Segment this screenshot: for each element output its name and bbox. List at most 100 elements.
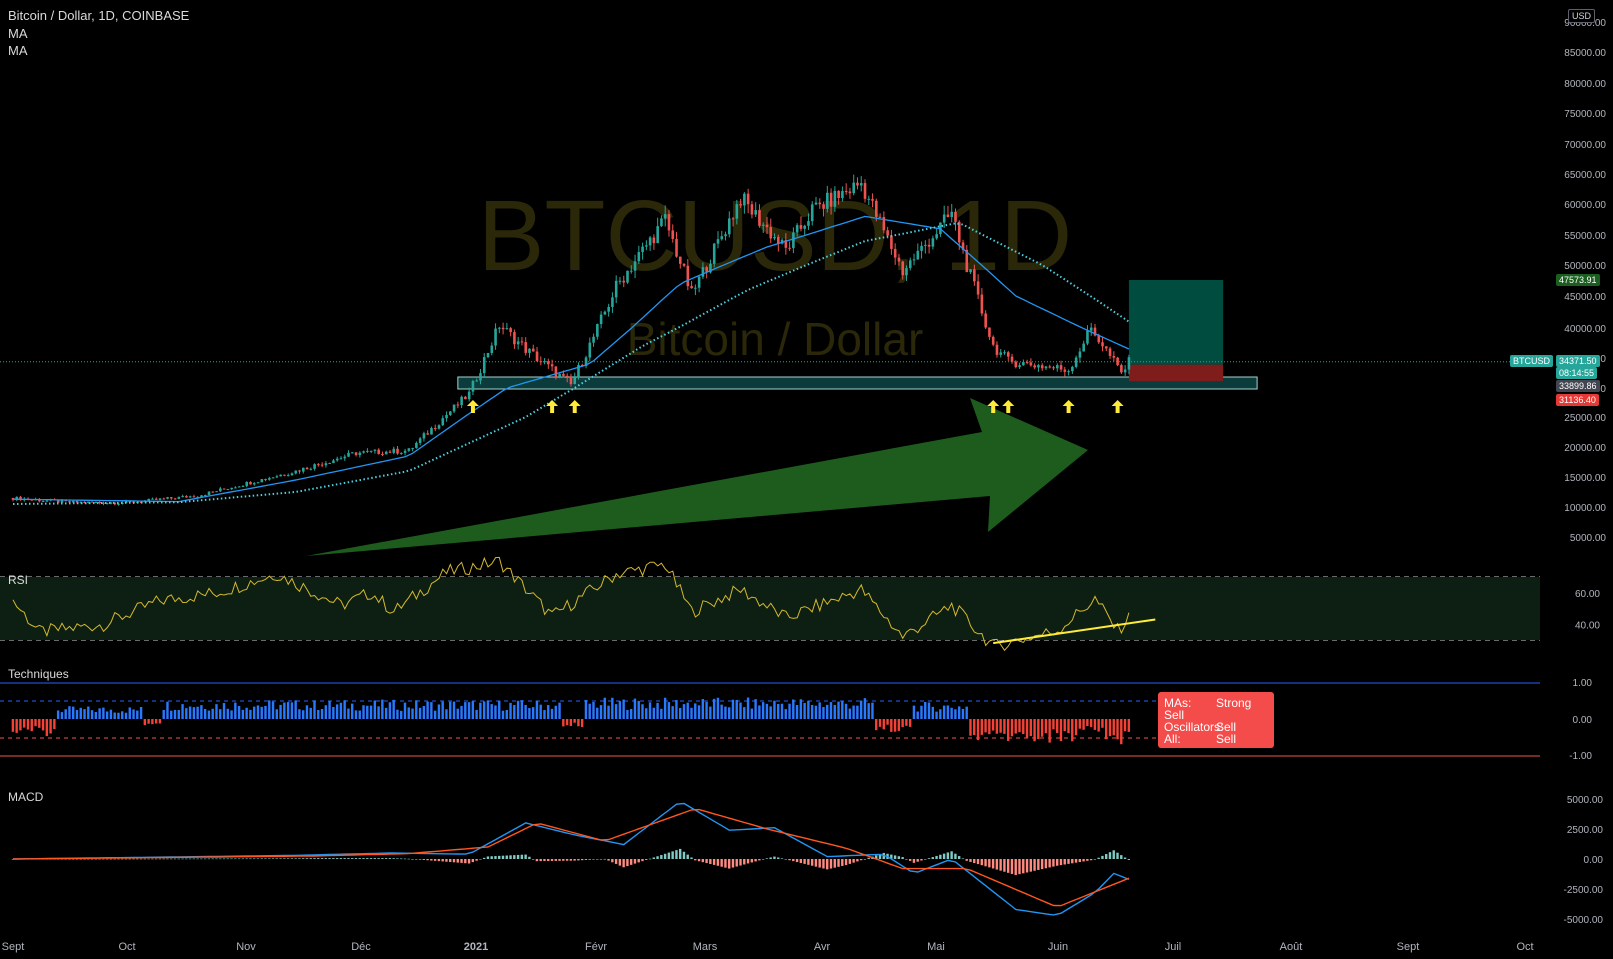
tech-bar	[45, 719, 49, 737]
tech-bar	[373, 700, 377, 719]
macd-hist-bar	[859, 859, 863, 861]
macd-hist-bar	[875, 855, 878, 859]
macd-hist-bar	[588, 859, 591, 860]
entry-price-tag: 33899.86	[1556, 380, 1600, 392]
candle-body	[430, 428, 433, 435]
macd-hist-bar	[931, 857, 934, 859]
watermark-name: Bitcoin / Dollar	[627, 313, 924, 365]
rsi-tick-label: 60.00	[1575, 589, 1600, 600]
tech-bar	[237, 706, 241, 719]
macd-hist-bar	[973, 859, 976, 863]
candle-body	[957, 221, 961, 243]
candle-body	[682, 263, 686, 266]
macd-hist-bar	[317, 858, 320, 859]
candle-body	[565, 375, 569, 379]
ma-fast-line	[12, 215, 1130, 503]
candle-body	[807, 221, 810, 226]
tech-bar	[351, 703, 354, 719]
candle-body	[569, 378, 573, 385]
candle-body	[366, 450, 369, 452]
ma-fast-legend[interactable]: MA	[8, 26, 28, 41]
macd-hist-bar	[158, 858, 162, 860]
candle-body	[803, 225, 806, 229]
macd-hist-bar	[988, 859, 991, 868]
candle-body	[234, 487, 237, 489]
macd-hist-bar	[98, 858, 101, 860]
rsi-pane-label: RSI	[8, 573, 29, 587]
candle-body	[980, 294, 984, 314]
macd-hist-bar	[275, 858, 278, 860]
candle-body	[411, 447, 414, 449]
candle-body	[396, 448, 399, 454]
macd-hist-bar	[1108, 852, 1112, 859]
tech-bar	[897, 719, 901, 731]
candle-body	[339, 458, 343, 460]
tech-bar	[392, 699, 395, 719]
candle-body	[19, 496, 22, 501]
price-tick-label: 10000.00	[1564, 503, 1606, 514]
candle-body	[754, 210, 757, 215]
candle-body	[56, 500, 60, 503]
candle-body	[833, 190, 837, 207]
candle-body	[415, 442, 418, 448]
macd-hist-bar	[1025, 859, 1029, 873]
macd-hist-bar	[814, 859, 818, 867]
macd-hist-bar	[777, 857, 780, 859]
macd-hist-bar	[482, 857, 486, 859]
macd-hist-bar	[381, 858, 384, 859]
tech-bar	[23, 719, 26, 728]
macd-hist-bar	[603, 858, 606, 860]
macd-hist-bar	[90, 858, 94, 860]
target-price-tag: 47573.91	[1556, 274, 1600, 286]
macd-hist-bar	[788, 859, 791, 861]
tech-bar	[1059, 719, 1063, 742]
ma-slow-legend[interactable]: MA	[8, 43, 28, 58]
macd-hist-bar	[1074, 859, 1078, 863]
macd-hist-bar	[1086, 859, 1089, 861]
tech-bar	[1014, 719, 1017, 734]
candle-body	[652, 237, 656, 244]
tech-bar	[170, 710, 173, 719]
tech-bar	[207, 710, 211, 719]
candle-body	[988, 327, 991, 337]
bar-countdown-tag: 08:14:55	[1556, 367, 1598, 379]
macd-hist-bar	[712, 859, 716, 865]
candle-body	[547, 361, 550, 365]
candle-body	[1044, 366, 1048, 369]
tech-bar	[524, 704, 527, 719]
macd-hist-bar	[810, 859, 814, 866]
candle-body	[60, 500, 64, 503]
macd-hist-bar	[984, 859, 987, 867]
macd-hist-bar	[426, 859, 429, 861]
macd-hist-bar	[132, 858, 135, 860]
macd-hist-bar	[279, 858, 282, 860]
tech-bar	[1127, 719, 1131, 732]
candle-body	[400, 452, 403, 454]
currency-badge[interactable]: USD	[1568, 9, 1596, 23]
candle-body	[614, 280, 618, 298]
tech-bar	[162, 709, 165, 719]
macd-hist-bar	[969, 859, 972, 862]
tech-bar	[682, 704, 686, 719]
tech-bar	[430, 702, 433, 719]
macd-hist-bar	[347, 858, 350, 859]
macd-hist-bar	[68, 858, 71, 860]
tech-bar	[1082, 719, 1085, 730]
tech-bar	[531, 707, 535, 719]
macd-hist-bar	[660, 855, 663, 859]
support-touch-arrow	[1111, 400, 1124, 413]
candle-body	[479, 373, 482, 381]
tech-bar	[381, 699, 384, 719]
support-touch-arrow	[546, 400, 559, 413]
tech-bar	[426, 701, 429, 719]
macd-hist-bar	[920, 859, 923, 861]
candle-body	[475, 380, 479, 382]
candle-body	[629, 270, 633, 272]
macd-hist-bar	[957, 856, 961, 859]
tech-bar	[942, 705, 946, 719]
tech-bar	[324, 705, 328, 719]
candle-body	[403, 450, 407, 453]
macd-hist-bar	[147, 858, 150, 860]
tech-bar	[935, 711, 938, 719]
